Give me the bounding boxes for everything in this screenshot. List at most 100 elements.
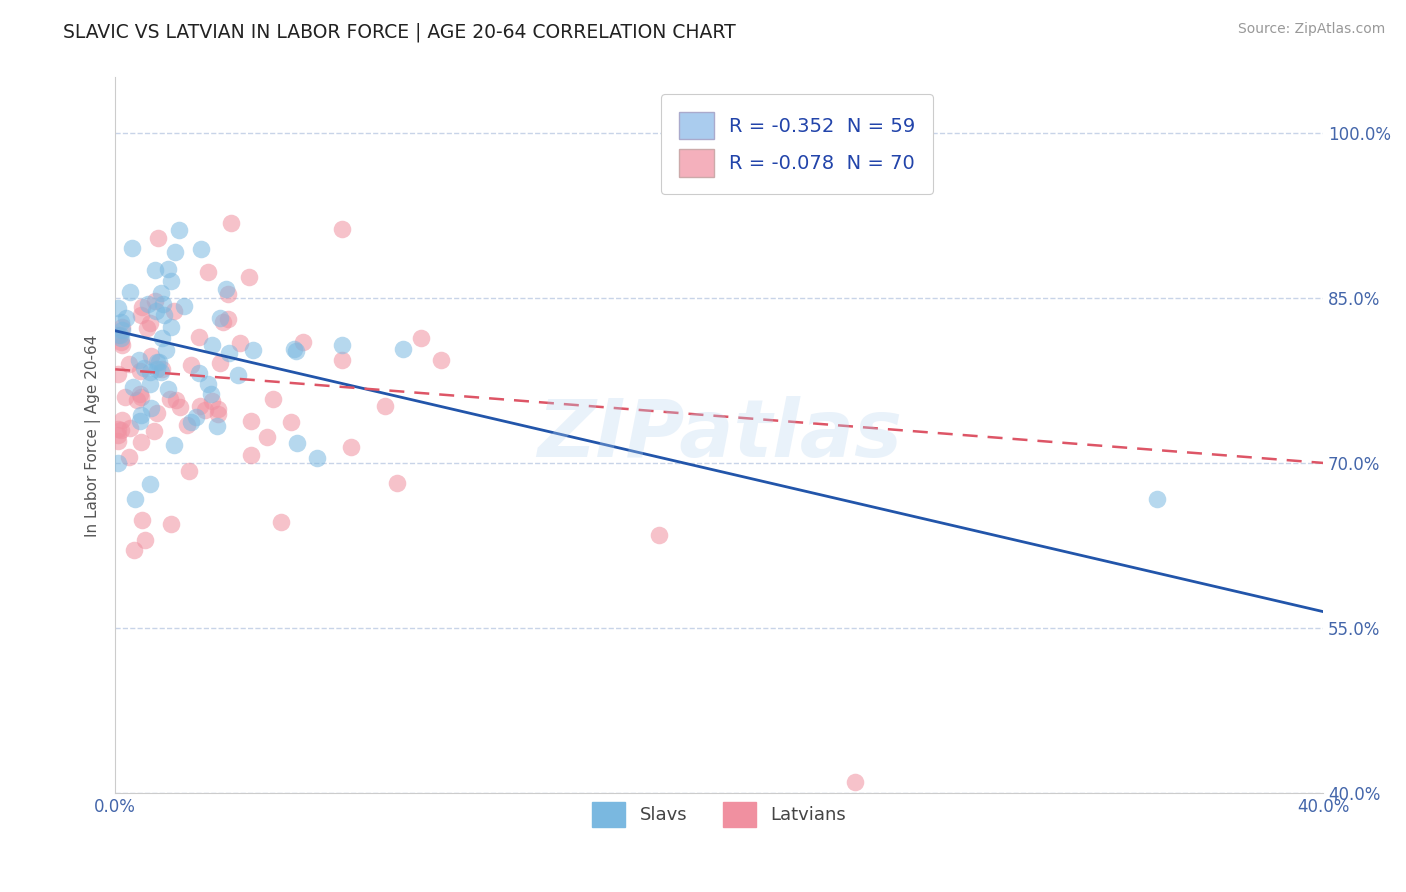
Point (153, 308, 176, 322)
Point (262, 392, 284, 407)
Point (270, 516, 292, 530)
Point (285, 436, 308, 450)
Point (239, 414, 262, 428)
Point (374, 399, 396, 413)
Point (212, 315, 235, 329)
Point (430, 352, 453, 367)
Point (226, 368, 249, 382)
Point (207, 402, 229, 417)
Point (146, 406, 169, 420)
Point (218, 346, 240, 360)
Point (120, 285, 142, 299)
Point (173, 299, 195, 313)
Point (205, 418, 228, 433)
Point (283, 343, 305, 357)
Point (120, 421, 142, 435)
Point (107, 367, 129, 381)
Point (330, 338, 353, 352)
Point (122, 380, 145, 394)
Point (107, 422, 129, 436)
Point (169, 401, 191, 415)
Point (163, 304, 186, 318)
Point (200, 386, 222, 401)
Point (159, 516, 181, 531)
Point (129, 434, 152, 449)
Point (146, 361, 169, 376)
Point (141, 401, 163, 415)
Point (187, 366, 209, 380)
Point (139, 376, 162, 391)
Point (180, 359, 202, 373)
Legend: Slavs, Latvians: Slavs, Latvians (585, 795, 853, 834)
Point (280, 416, 302, 430)
Point (107, 428, 129, 442)
Point (208, 311, 231, 326)
Point (156, 382, 179, 396)
Point (188, 330, 211, 344)
Point (238, 270, 260, 285)
Point (114, 390, 136, 404)
Point (131, 513, 153, 527)
Point (107, 456, 129, 470)
Point (197, 265, 219, 279)
Point (387, 475, 409, 490)
Point (128, 353, 150, 368)
Point (177, 464, 200, 478)
Point (111, 323, 134, 337)
Point (180, 415, 202, 429)
Text: ZIPatlas: ZIPatlas (537, 396, 901, 475)
Point (240, 449, 263, 463)
Point (242, 343, 264, 358)
Point (190, 243, 212, 257)
Text: Source: ZipAtlas.com: Source: ZipAtlas.com (1237, 22, 1385, 37)
Point (197, 376, 219, 391)
Point (124, 491, 146, 506)
Point (165, 244, 187, 259)
Point (176, 418, 198, 433)
Point (111, 319, 134, 334)
Point (115, 310, 138, 325)
Point (188, 399, 211, 413)
Point (392, 342, 415, 356)
Point (256, 430, 278, 444)
Text: SLAVIC VS LATVIAN IN LABOR FORCE | AGE 20-64 CORRELATION CHART: SLAVIC VS LATVIAN IN LABOR FORCE | AGE 2… (63, 22, 735, 42)
Y-axis label: In Labor Force | Age 20-64: In Labor Force | Age 20-64 (86, 334, 101, 537)
Point (134, 533, 156, 548)
Point (217, 312, 239, 326)
Point (148, 355, 170, 369)
Point (145, 354, 167, 368)
Point (160, 320, 183, 334)
Point (207, 408, 229, 422)
Point (156, 261, 179, 276)
Point (285, 344, 308, 359)
Point (110, 423, 132, 437)
Point (209, 356, 232, 370)
Point (145, 294, 167, 309)
Point (150, 331, 173, 345)
Point (138, 365, 160, 379)
Point (110, 334, 132, 349)
Point (844, 775, 866, 789)
Point (139, 349, 162, 363)
Point (149, 365, 172, 379)
Point (159, 392, 181, 407)
Point (118, 357, 141, 371)
Point (128, 413, 150, 427)
Point (117, 450, 139, 464)
Point (162, 438, 184, 452)
Point (107, 327, 129, 342)
Point (330, 221, 353, 235)
Point (139, 476, 162, 491)
Point (184, 409, 207, 424)
Point (150, 361, 173, 376)
Point (110, 327, 132, 342)
Point (228, 336, 250, 351)
Point (160, 274, 183, 288)
Point (155, 343, 177, 357)
Point (194, 403, 217, 417)
Point (110, 315, 132, 329)
Point (107, 301, 129, 316)
Point (215, 282, 238, 296)
Point (139, 316, 162, 330)
Point (129, 308, 152, 322)
